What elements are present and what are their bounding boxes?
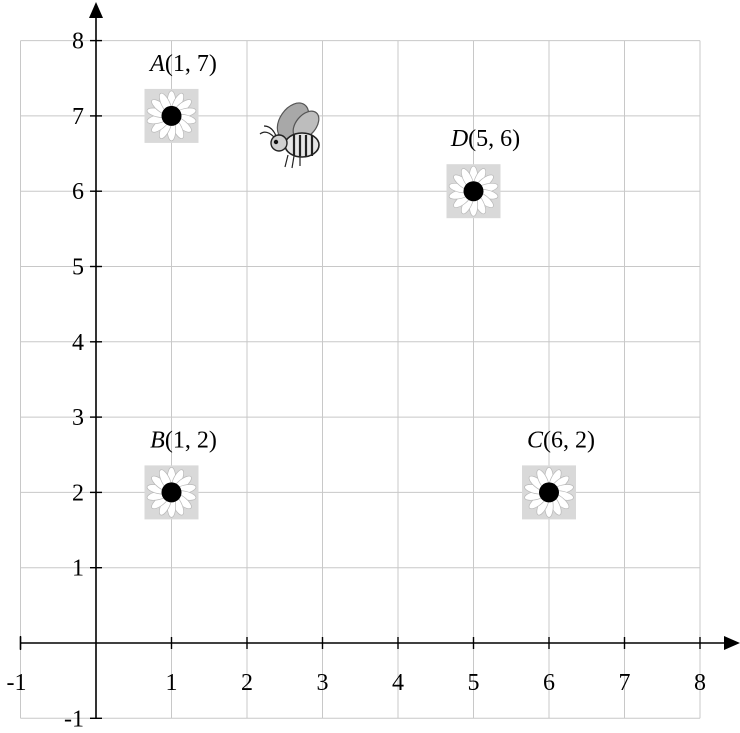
point-letter: D	[450, 126, 468, 152]
point-label: C(6, 2)	[527, 427, 595, 453]
data-point	[463, 181, 484, 202]
y-axis-arrow-icon	[89, 2, 103, 18]
x-tick-label: 3	[317, 670, 329, 696]
y-tick-label: -1	[64, 706, 84, 732]
x-tick-label: 8	[694, 670, 706, 696]
point-letter: C	[527, 427, 544, 453]
point-letter: A	[148, 51, 165, 77]
points: A(1, 7) B(1, 2) C(6, 2) D(5, 6)	[144, 51, 595, 520]
axes	[19, 2, 740, 719]
y-tick-label: 5	[72, 255, 84, 281]
y-tick-label: 3	[72, 405, 84, 431]
point-coords: (1, 2)	[165, 427, 217, 453]
point-coords: (1, 7)	[165, 51, 217, 77]
point-coords: (5, 6)	[468, 126, 520, 152]
bee-body	[259, 102, 320, 169]
x-tick-label: 5	[468, 670, 480, 696]
y-tick-label: 1	[72, 556, 84, 582]
y-tick-label: 6	[72, 179, 84, 205]
data-point	[539, 482, 559, 503]
grid	[20, 40, 701, 719]
data-point	[161, 105, 182, 126]
x-tick-label: 4	[392, 670, 404, 696]
x-tick-label: 2	[241, 670, 253, 696]
x-tick-label: 1	[166, 670, 178, 696]
bee-icon	[259, 102, 320, 169]
point-label: A(1, 7)	[148, 51, 217, 77]
y-tick-label: 8	[72, 29, 84, 55]
point-coords: (6, 2)	[543, 427, 595, 453]
ticks: -1 1 2 3 4 5 6 7 8 -1 1 2 3 4 5 6 7 8	[7, 29, 707, 733]
x-axis-arrow-icon	[724, 636, 740, 650]
data-point	[161, 482, 182, 503]
point-letter: B	[150, 427, 165, 453]
y-tick-label: 7	[72, 104, 84, 130]
x-tick-label: 6	[543, 670, 555, 696]
point-label: D(5, 6)	[450, 126, 520, 152]
x-tick-label: -1	[7, 670, 27, 696]
y-tick-label: 2	[72, 480, 84, 506]
x-tick-label: 7	[619, 670, 631, 696]
point-label: B(1, 2)	[150, 427, 217, 453]
y-tick-label: 4	[72, 330, 84, 356]
